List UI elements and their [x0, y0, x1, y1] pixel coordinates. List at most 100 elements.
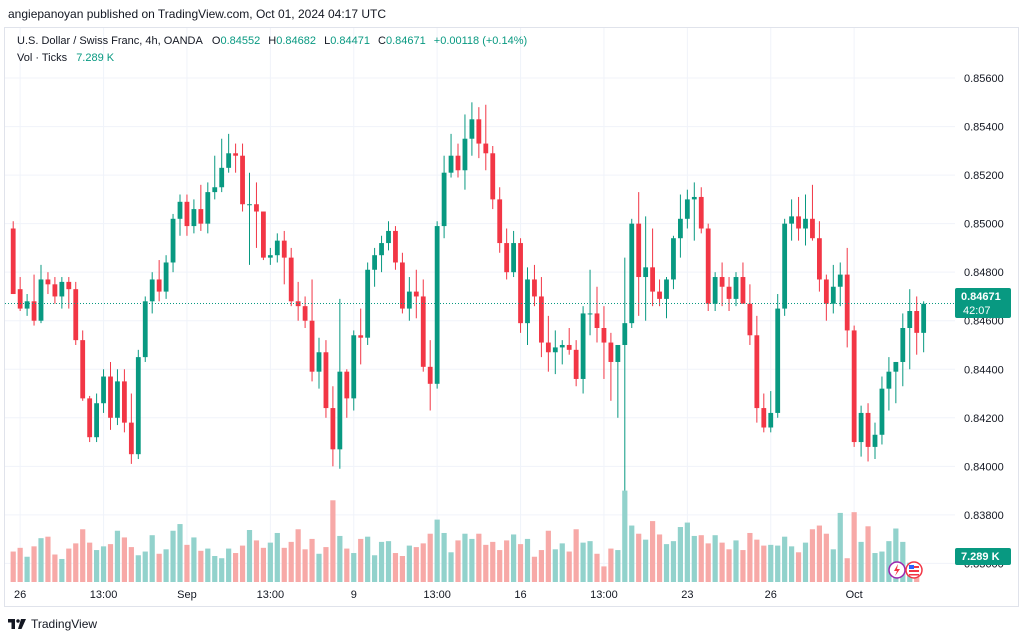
event-icons[interactable] — [888, 561, 923, 579]
volume-bar — [31, 546, 37, 582]
volume-bar — [239, 545, 246, 582]
candle-body — [267, 255, 273, 258]
candle-body — [330, 408, 336, 450]
flag-stripe-2 — [909, 570, 919, 572]
candle-body — [817, 238, 822, 280]
candle-body — [101, 376, 106, 404]
candle-body — [837, 274, 843, 287]
candle-body — [177, 201, 183, 219]
price-tick-label: 0.84000 — [964, 461, 1004, 473]
candle-body — [775, 308, 781, 413]
candle-body — [469, 119, 475, 139]
volume-bar — [698, 535, 704, 582]
volume-bar — [330, 500, 336, 582]
candle-body — [351, 335, 357, 399]
time-tick-label: 13:00 — [423, 589, 451, 601]
volume-bar — [517, 544, 524, 582]
volume-bar — [448, 552, 454, 582]
volume-bar — [684, 522, 690, 582]
volume-bar — [789, 546, 795, 582]
candle-body — [518, 243, 523, 324]
last-price-tag-bg — [955, 288, 1011, 318]
chart-frame[interactable] — [4, 27, 1019, 607]
candle-body — [274, 240, 280, 256]
footer[interactable]: TradingView — [8, 617, 97, 631]
candle-body — [135, 357, 141, 455]
volume-bar — [851, 512, 857, 582]
volume-bar — [281, 547, 287, 582]
candle-body — [212, 187, 218, 193]
candle-body — [365, 269, 371, 338]
candle-body — [768, 412, 774, 428]
volume-bar — [413, 547, 419, 582]
tradingview-logo-icon — [8, 619, 26, 629]
volume-bar — [754, 539, 760, 582]
candle-body — [539, 296, 544, 343]
candle-body — [844, 274, 850, 331]
candle-body — [455, 155, 461, 171]
candle-body — [52, 284, 58, 297]
volume-bar — [559, 543, 565, 582]
candle-body — [372, 255, 377, 270]
volume-value: 7.289 K — [76, 52, 115, 64]
candle-body — [427, 366, 433, 384]
volume-bar — [149, 535, 155, 582]
candle-body — [247, 204, 252, 206]
candle-body — [358, 335, 364, 338]
volume-bar — [427, 533, 433, 582]
candle-body — [664, 279, 669, 299]
volume-bar — [886, 541, 892, 582]
open-label: O — [211, 35, 221, 47]
volume-bar — [476, 533, 482, 582]
price-tick-label: 0.85000 — [964, 219, 1004, 231]
candle-body — [671, 238, 676, 280]
candle-body — [691, 196, 697, 200]
volume-bar — [316, 553, 322, 582]
candle-body — [573, 349, 579, 379]
candle-body — [497, 199, 503, 244]
volume-bar — [309, 538, 315, 582]
candle-body — [393, 230, 398, 263]
volume-bar — [900, 541, 906, 582]
price-tick-label: 0.84800 — [964, 267, 1004, 279]
volume-bar — [59, 558, 65, 582]
price-tick-label: 0.83800 — [964, 510, 1004, 522]
low-label: L — [324, 35, 331, 47]
candle-body — [149, 279, 155, 302]
candle-body — [629, 223, 635, 324]
volume-bar — [483, 544, 489, 582]
volume-bars — [10, 490, 920, 582]
volume-bar — [490, 541, 496, 582]
top-bar: angiepanoyan published on TradingView.co… — [0, 0, 1024, 26]
candle-body — [893, 361, 899, 372]
candle-body — [830, 286, 836, 304]
candle-body — [733, 277, 739, 299]
time-tick-label: 23 — [681, 589, 693, 601]
volume-bar — [656, 534, 663, 582]
volume-bar — [358, 538, 364, 582]
volume-bar — [253, 540, 260, 582]
candle-body — [601, 327, 607, 343]
volume-bar — [587, 541, 593, 582]
candle-body — [490, 153, 496, 200]
volume-bar — [816, 525, 822, 582]
volume-bar — [184, 544, 190, 582]
volume-bar — [212, 556, 218, 582]
candle-body — [413, 291, 419, 297]
volume-bar — [121, 537, 127, 582]
volume-bar — [775, 545, 781, 582]
candle-body — [281, 240, 287, 258]
volume-bar — [573, 529, 579, 582]
candle-body — [441, 172, 447, 227]
candle-body — [434, 226, 440, 384]
low-value: 0.84471 — [330, 35, 370, 47]
volume-bar — [893, 528, 899, 582]
candle-body — [851, 330, 857, 443]
volume-bar — [545, 530, 551, 582]
candle-body — [886, 371, 892, 389]
candle-body — [865, 412, 871, 447]
volume-bar — [163, 549, 169, 582]
volume-bar — [399, 556, 405, 582]
volume-bar — [636, 533, 642, 582]
